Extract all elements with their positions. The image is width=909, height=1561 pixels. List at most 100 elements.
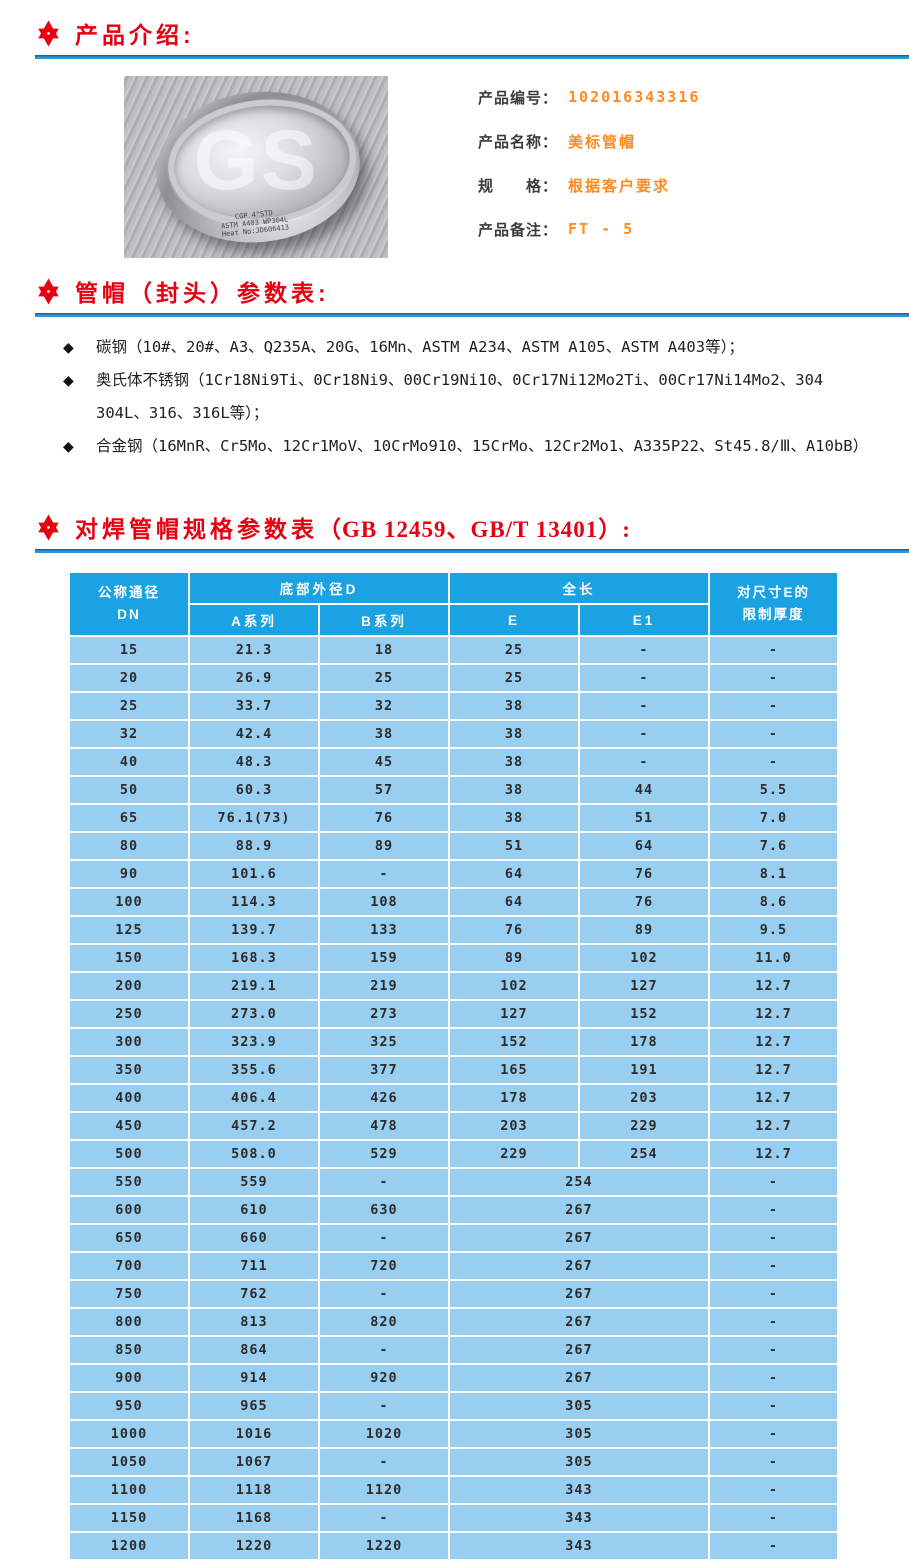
cell-limit-thickness: - [710, 1309, 837, 1335]
cell-limit-thickness: 8.6 [710, 889, 837, 915]
cell-series-b: 529 [320, 1141, 448, 1167]
table-row: 600 610 630 267- [70, 1197, 837, 1223]
cell-dn: 300 [70, 1029, 188, 1055]
cell-dn: 1200 [70, 1533, 188, 1559]
material-bullet-list: ◆ 碳钢（10#、20#、A3、Q235A、20G、16Mn、ASTM A234… [63, 331, 879, 463]
cell-series-a: 323.9 [190, 1029, 318, 1055]
header-dn-top: 公称通径 [98, 585, 160, 600]
bullet-text: 合金钢（16MnR、Cr5Mo、12Cr1MoV、10CrMo910、15CrM… [96, 437, 869, 455]
cell-limit-thickness: - [710, 1225, 837, 1251]
header-group-outer-diameter: 底部外径D [190, 573, 448, 603]
product-fields: 产品编号： 102016343316 产品名称： 美标管帽 规 格： 根据客户要… [478, 75, 700, 251]
cell-series-a: 660 [190, 1225, 318, 1251]
cell-dn: 1150 [70, 1505, 188, 1531]
cell-series-b: - [320, 1337, 448, 1363]
cell-e1: 178 [580, 1029, 708, 1055]
table-row: 125 139.7 133 76 89 9.5 [70, 917, 837, 943]
cell-series-b: 630 [320, 1197, 448, 1223]
cell-dn: 900 [70, 1365, 188, 1391]
cell-e1: 76 [580, 861, 708, 887]
table-row: 950 965-305- [70, 1393, 837, 1419]
cell-series-b: 133 [320, 917, 448, 943]
cell-dn: 25 [70, 693, 188, 719]
star-icon [38, 278, 59, 304]
cell-e: 89 [450, 945, 578, 971]
header-dn: 公称通径 DN [70, 573, 188, 635]
table-row: 900 914 920 267- [70, 1365, 837, 1391]
cell-series-b: - [320, 1393, 448, 1419]
cell-series-b: 820 [320, 1309, 448, 1335]
header-limit-thickness: 对尺寸E的 限制厚度 [710, 573, 837, 635]
cell-limit-thickness: - [710, 1197, 837, 1223]
cell-dn: 100 [70, 889, 188, 915]
cell-limit-thickness: 12.7 [710, 1001, 837, 1027]
cell-limit-thickness: 12.7 [710, 1113, 837, 1139]
cell-limit-thickness: - [710, 1253, 837, 1279]
field-label: 产品备注： [478, 221, 559, 239]
bullet-alloy-steel: ◆ 合金钢（16MnR、Cr5Mo、12Cr1MoV、10CrMo910、15C… [63, 430, 879, 463]
watermark-text: GS [193, 112, 319, 207]
cell-e: 25 [450, 665, 578, 691]
cell-limit-thickness: - [710, 1505, 837, 1531]
header-series-a: A系列 [190, 605, 318, 635]
cell-series-a: 406.4 [190, 1085, 318, 1111]
cell-limit-thickness: - [710, 693, 837, 719]
section-specs-title: 对焊管帽规格参数表（GB 12459、GB/T 13401）: [75, 510, 631, 544]
cell-series-a: 1016 [190, 1421, 318, 1447]
table-row: 90 101.6-64 76 8.1 [70, 861, 837, 887]
spec-table: 公称通径 DN 底部外径D 全长 对尺寸E的 限制厚度 A系列 B系列 E E1… [68, 571, 839, 1561]
cell-series-a: 864 [190, 1337, 318, 1363]
cell-dn: 1100 [70, 1477, 188, 1503]
table-row: 1000 1016 1020 305- [70, 1421, 837, 1447]
cell-series-a: 76.1(73) [190, 805, 318, 831]
product-photo: CGP 4"STD ASTM A403 WP304L Heat No:JD606… [124, 76, 388, 258]
cell-e1: 127 [580, 973, 708, 999]
cell-e1: - [580, 665, 708, 691]
cell-limit-thickness: - [710, 1449, 837, 1475]
cell-e: 102 [450, 973, 578, 999]
cell-dn: 650 [70, 1225, 188, 1251]
cell-series-a: 1118 [190, 1477, 318, 1503]
field-value: 根据客户要求 [568, 176, 671, 195]
table-row: 1150 1168-343- [70, 1505, 837, 1531]
cell-length-merged: 267 [450, 1225, 708, 1251]
table-row: 1100 1118 1120 343- [70, 1477, 837, 1503]
cell-limit-thickness: - [710, 749, 837, 775]
cell-series-b: 159 [320, 945, 448, 971]
field-specification: 规 格： 根据客户要求 [478, 163, 700, 207]
section-specs-header: 对焊管帽规格参数表（GB 12459、GB/T 13401）: [35, 510, 631, 544]
cell-series-b: - [320, 1505, 448, 1531]
cell-series-b: 89 [320, 833, 448, 859]
cell-series-b: 1220 [320, 1533, 448, 1559]
cell-e1: 44 [580, 777, 708, 803]
cell-e1: 254 [580, 1141, 708, 1167]
cell-series-b: 720 [320, 1253, 448, 1279]
cell-series-a: 711 [190, 1253, 318, 1279]
cell-length-merged: 305 [450, 1449, 708, 1475]
cell-dn: 550 [70, 1169, 188, 1195]
star-icon [38, 514, 59, 540]
cell-limit-thickness: - [710, 1281, 837, 1307]
table-row: 550 559-254- [70, 1169, 837, 1195]
cell-limit-thickness: - [710, 1365, 837, 1391]
bullet-text: 奥氏体不锈钢（1Cr18Ni9Ti、0Cr18Ni9、00Cr19Ni10、0C… [96, 371, 824, 422]
cell-limit-thickness: 12.7 [710, 973, 837, 999]
cell-e1: 102 [580, 945, 708, 971]
cell-series-a: 139.7 [190, 917, 318, 943]
cell-dn: 750 [70, 1281, 188, 1307]
cell-series-b: 325 [320, 1029, 448, 1055]
cell-dn: 250 [70, 1001, 188, 1027]
table-row: 200 219.1 219 102 127 12.7 [70, 973, 837, 999]
table-row: 350 355.6 377 165 191 12.7 [70, 1057, 837, 1083]
cell-dn: 15 [70, 637, 188, 663]
diamond-bullet-icon: ◆ [63, 438, 74, 454]
cell-series-b: - [320, 1449, 448, 1475]
cell-limit-thickness: - [710, 665, 837, 691]
cell-e: 64 [450, 861, 578, 887]
cell-series-a: 1168 [190, 1505, 318, 1531]
bullet-text: 碳钢（10#、20#、A3、Q235A、20G、16Mn、ASTM A234、A… [96, 338, 744, 356]
cell-e1: 229 [580, 1113, 708, 1139]
section-params-title: 管帽（封头）参数表: [75, 280, 330, 306]
cell-series-a: 559 [190, 1169, 318, 1195]
cell-series-a: 1067 [190, 1449, 318, 1475]
